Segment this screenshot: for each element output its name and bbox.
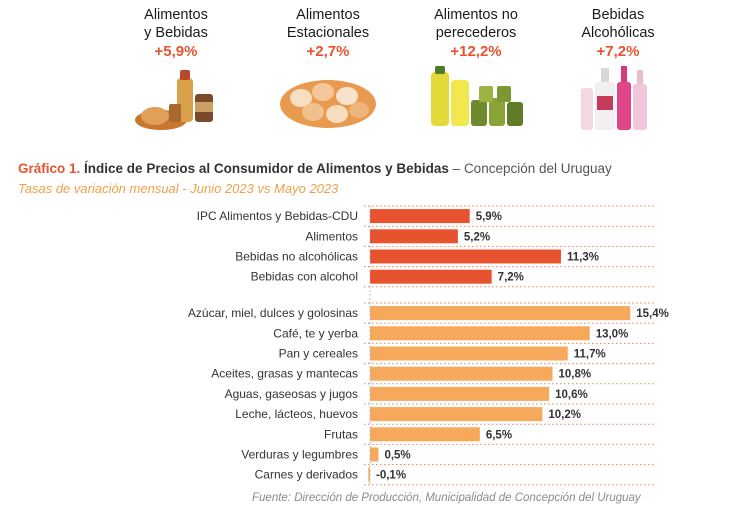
chart-title-text: Índice de Precios al Consumidor de Alime… [84,161,449,176]
data-label: 13,0% [596,328,629,340]
liquor-bottles-icon [563,64,673,132]
bar [370,386,550,401]
bar [370,209,470,224]
bar [370,346,568,361]
chart-title-dash: – [452,161,461,176]
food-basket-icon [121,64,231,132]
category-label: Bebidas no alcohólicas [235,250,358,264]
category-label: Verduras y legumbres [241,448,358,462]
data-label: 10,6% [555,389,588,401]
data-label: 7,2% [498,272,524,284]
category-label: Carnes y derivados [255,468,358,482]
category-label: Azúcar, miel, dulces y golosinas [188,306,358,320]
bar [370,427,480,442]
data-label: 5,9% [476,211,502,223]
card-percent: +2,7% [306,43,350,60]
bar [370,447,379,462]
category-label: Aceites, grasas y mantecas [211,367,358,381]
data-label: 10,8% [559,369,592,381]
category-label: Alimentos [305,229,358,243]
category-label: Café, te y yerba [273,326,358,340]
bar [370,249,561,264]
data-label: 5,2% [464,231,490,243]
summary-card-food-beverages: Alimentos y Bebidas +5,9% [106,6,246,132]
chart-location: Concepción del Uruguay [463,161,612,176]
category-label: Aguas, gaseosas y jugos [225,387,358,401]
chart-subtitle: Tasas de variación mensual - Junio 2023 … [18,181,339,196]
category-label: IPC Alimentos y Bebidas-CDU [197,209,358,223]
bar [368,467,370,482]
source-note: Fuente: Dirección de Producción, Municip… [252,492,641,504]
data-label: 11,7% [574,349,606,361]
summary-card-seasonal-food: Alimentos Estacionales +2,7% [258,6,398,132]
summary-card-alcoholic-beverages: Bebidas Alcohólicas +7,2% [548,6,688,132]
bar [370,269,492,284]
bar [370,229,458,244]
data-label: -0,1% [376,470,406,482]
category-label: Bebidas con alcohol [251,270,358,284]
chart-title: Gráfico 1. Índice de Precios al Consumid… [18,161,612,176]
bar [370,407,543,422]
data-label: 0,5% [384,450,410,462]
bar [370,326,590,341]
bar [370,306,631,321]
category-label: Pan y cereales [279,347,358,361]
card-title: Alimentos y Bebidas [144,7,208,41]
eggs-basket-icon [273,64,383,132]
data-label: 10,2% [548,409,581,421]
chart-label: Gráfico 1. [18,161,81,176]
card-percent: +7,2% [596,43,640,60]
bar [370,366,553,381]
category-label: Frutas [324,427,358,441]
card-percent: +12,2% [450,43,502,60]
data-label: 15,4% [636,308,669,320]
data-label: 11,3% [567,252,599,264]
category-label: Leche, lácteos, huevos [235,407,358,421]
card-title: Alimentos no perecederos [434,7,518,41]
summary-card-non-perishable: Alimentos no perecederos +12,2% [406,6,546,132]
card-percent: +5,9% [154,43,198,60]
card-title: Alimentos Estacionales [286,7,370,41]
oil-cans-icon [421,64,531,132]
data-label: 6,5% [486,429,512,441]
card-title: Bebidas Alcohólicas [581,7,655,41]
